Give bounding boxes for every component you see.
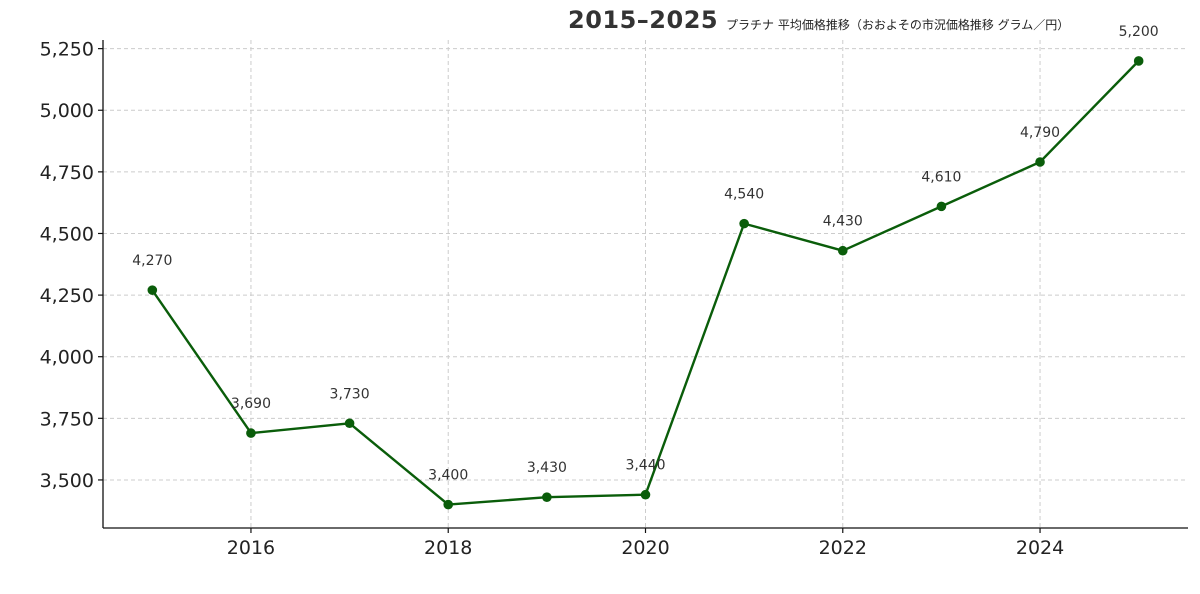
data-value-label: 4,270 (132, 253, 172, 269)
data-value-label: 3,730 (330, 386, 370, 402)
chart-title: 2015–2025 (568, 6, 719, 34)
data-labels: 4,270 3,690 3,730 3,400 3,430 3,440 4,540 4,430… (132, 24, 1158, 484)
price-series (147, 56, 1144, 510)
y-tick-label: 5,250 (40, 39, 94, 61)
data-value-label: 4,540 (724, 187, 764, 203)
data-point-marker (344, 418, 355, 429)
data-value-label: 5,200 (1119, 24, 1159, 40)
y-tick-label: 4,250 (40, 285, 94, 307)
data-value-label: 4,610 (921, 169, 961, 185)
data-point-marker (936, 201, 947, 212)
data-value-label: 4,430 (823, 214, 863, 230)
x-tick-label: 2022 (819, 537, 867, 559)
data-value-label: 3,400 (428, 468, 468, 484)
y-tick-label: 4,750 (40, 162, 94, 184)
x-tick-label: 2020 (621, 537, 669, 559)
data-value-label: 3,690 (231, 396, 271, 412)
data-point-marker (246, 428, 256, 438)
data-value-label: 3,430 (527, 460, 567, 476)
x-tick-label: 2018 (424, 537, 472, 559)
data-point-marker (837, 245, 848, 256)
grid-lines (103, 40, 1188, 528)
x-axis-ticks: 2016 2018 2020 2022 2024 (227, 528, 1064, 559)
data-value-label: 3,440 (625, 458, 665, 474)
y-tick-label: 3,750 (40, 408, 94, 430)
data-point-marker (739, 218, 749, 229)
data-point-marker (1035, 157, 1045, 167)
data-point-marker (542, 492, 552, 502)
y-tick-label: 4,000 (40, 347, 94, 369)
y-axis-ticks: 3,500 3,750 4,000 4,250 4,500 4,750 5,000 5,250 (40, 39, 103, 492)
data-value-label: 4,790 (1020, 125, 1060, 141)
data-point-marker (640, 489, 651, 500)
x-tick-label: 2016 (227, 537, 275, 559)
data-point-marker (443, 499, 454, 510)
y-tick-label: 5,000 (40, 100, 94, 122)
chart-subtitle: プラチナ 平均価格推移（おおよその市況価格推移 グラム／円） (726, 18, 1070, 32)
data-point-marker (1133, 56, 1144, 66)
y-tick-label: 3,500 (40, 470, 94, 492)
data-point-marker (147, 285, 158, 295)
x-tick-label: 2024 (1016, 537, 1064, 559)
y-tick-label: 4,500 (40, 223, 94, 245)
